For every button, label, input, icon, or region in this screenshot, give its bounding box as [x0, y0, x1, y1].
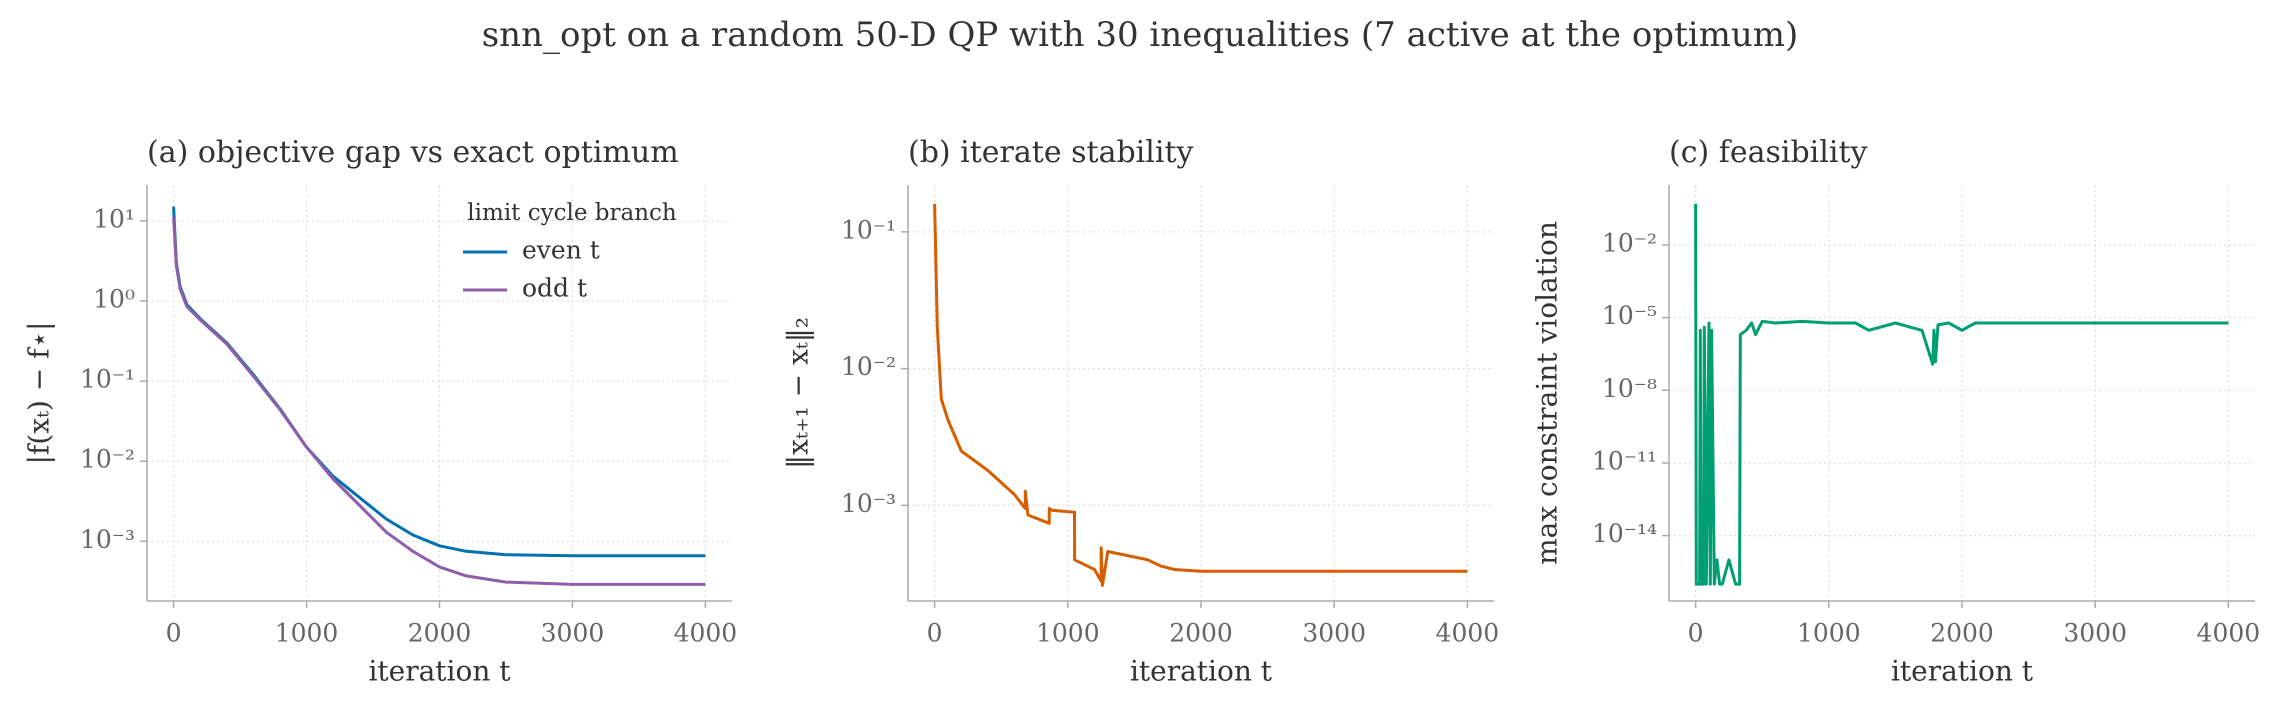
y-tick-label: 10¹ [93, 204, 135, 233]
data-line [933, 203, 1468, 587]
x-tick-label: 4000 [2197, 619, 2261, 648]
y-axis-label: |f(xₜ) − f⋆| [23, 322, 56, 465]
panel-title: (a) objective gap vs exact optimum [147, 135, 679, 170]
x-tick-label: 0 [1688, 619, 1704, 648]
legend-title: limit cycle branch [467, 200, 677, 226]
x-tick-label: 3000 [541, 619, 605, 648]
x-tick-label: 2000 [1930, 619, 1994, 648]
x-tick-label: 1000 [275, 619, 339, 648]
y-tick-label: 10⁻² [841, 352, 896, 381]
data-line [1694, 203, 2229, 586]
y-tick-label: 10⁻⁸ [1602, 374, 1657, 403]
legend-label: odd t [522, 274, 587, 303]
y-tick-label: 10⁻² [1602, 228, 1657, 257]
y-tick-label: 10⁻⁵ [1602, 301, 1657, 330]
x-tick-label: 4000 [674, 619, 738, 648]
panel-title: (c) feasibility [1669, 135, 1868, 170]
y-tick-label: 10⁻¹ [841, 215, 896, 244]
y-tick-label: 10⁻³ [80, 525, 135, 554]
x-tick-label: 2000 [408, 619, 472, 648]
y-tick-label: 10⁻¹¹ [1592, 446, 1657, 475]
x-tick-label: 3000 [2063, 619, 2127, 648]
data-line [172, 217, 706, 586]
y-tick-label: 10⁻² [80, 445, 135, 474]
x-tick-label: 0 [166, 619, 182, 648]
x-tick-label: 3000 [1302, 619, 1366, 648]
y-tick-label: 10⁻³ [841, 489, 896, 518]
x-tick-label: 0 [927, 619, 943, 648]
x-tick-label: 2000 [1169, 619, 1233, 648]
x-tick-label: 1000 [1036, 619, 1100, 648]
y-axis-label: max constraint violation [1531, 221, 1564, 565]
figure-title: snn_opt on a random 50-D QP with 30 ineq… [482, 15, 1799, 55]
y-tick-label: 10⁻¹⁴ [1592, 519, 1657, 548]
legend-label: even t [522, 236, 600, 265]
y-axis-label: ‖xₜ₊₁ − xₜ‖₂ [782, 317, 815, 469]
x-tick-label: 4000 [1436, 619, 1500, 648]
y-tick-label: 10⁻¹ [80, 365, 135, 394]
panel-title: (b) iterate stability [908, 135, 1194, 170]
x-axis-label: iteration t [1891, 655, 2034, 688]
x-axis-label: iteration t [368, 655, 511, 688]
x-tick-label: 1000 [1797, 619, 1861, 648]
y-tick-label: 10⁰ [93, 284, 135, 313]
x-axis-label: iteration t [1130, 655, 1273, 688]
